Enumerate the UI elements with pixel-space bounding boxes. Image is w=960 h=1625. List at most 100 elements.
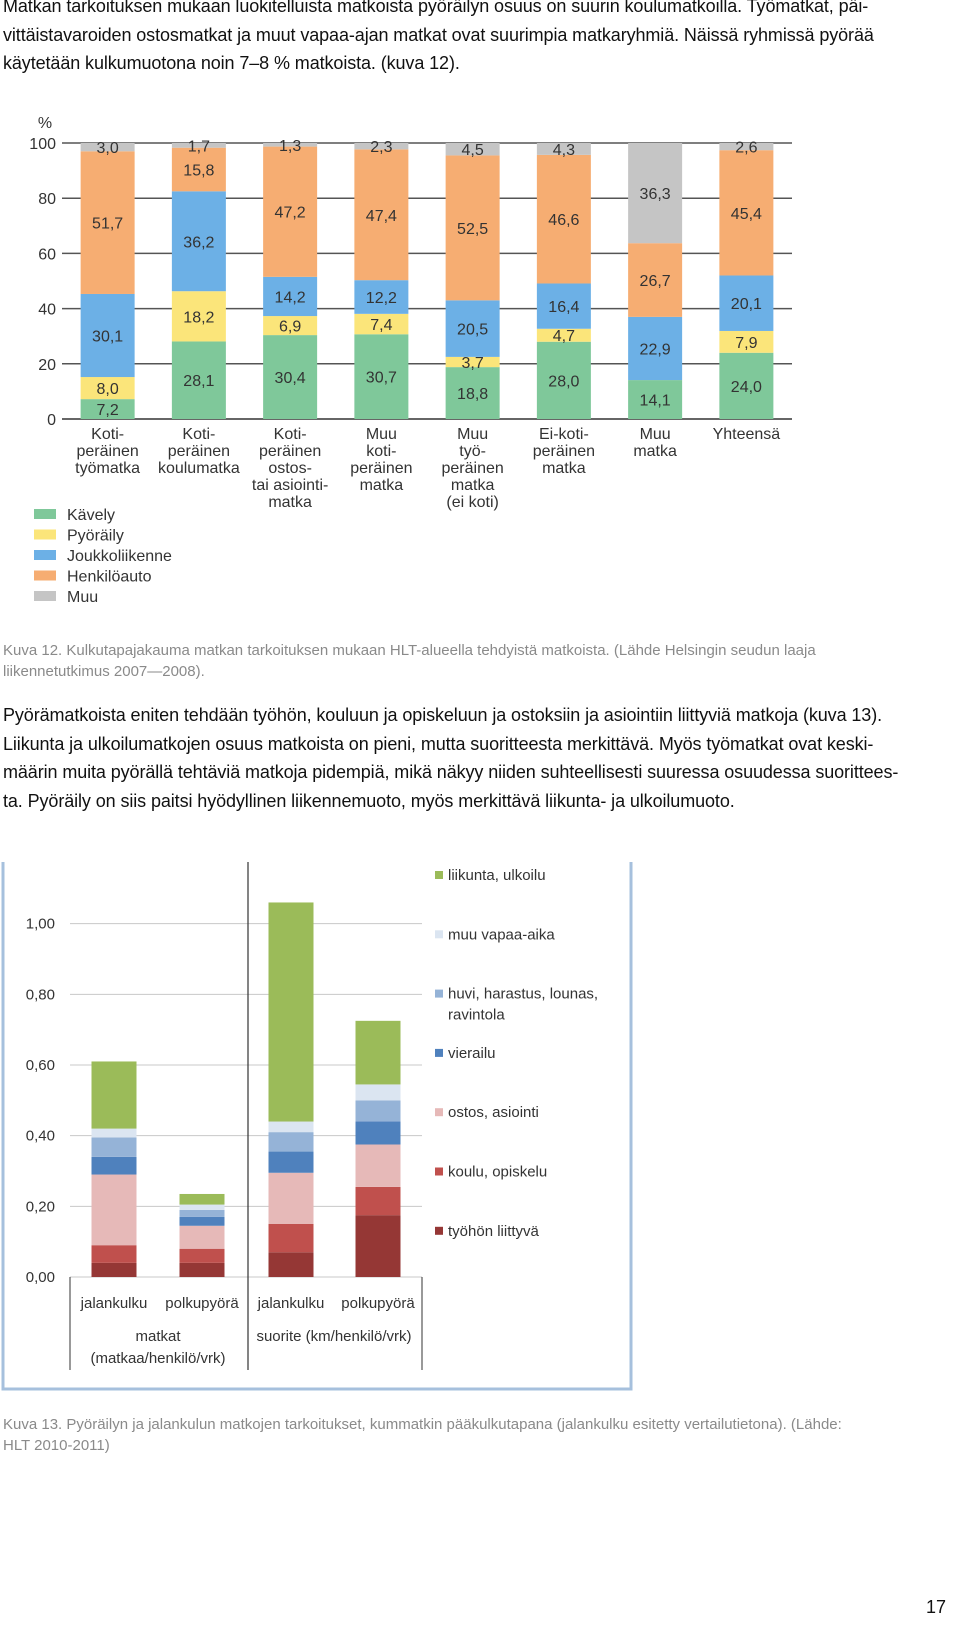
legend-swatch [435, 1108, 443, 1117]
x-category-label: Koti- [182, 426, 215, 443]
caption-line: Kuva 12. Kulkutapajakauma matkan tarkoit… [3, 642, 816, 659]
data-label: 4,7 [553, 328, 575, 345]
y-tick-label: 0 [47, 412, 56, 429]
x-category-label: tai asiointi- [252, 477, 328, 494]
bar-segment [445, 155, 500, 301]
data-label: 8,0 [97, 381, 119, 398]
bar-segment [263, 143, 318, 147]
legend-label: Henkilöauto [67, 569, 152, 586]
bar-segment [628, 243, 683, 317]
legend-label: huvi, harastus, lounas, [448, 986, 598, 1003]
body-line: Liikunta ja ulkoilumatkojen osuus matkoi… [3, 733, 874, 754]
bar-segment [268, 1151, 314, 1173]
data-label: 2,3 [370, 139, 392, 156]
legend-swatch [34, 529, 56, 540]
bar-segment [263, 276, 318, 317]
data-label: 30,1 [92, 329, 123, 346]
y-tick-label: 80 [38, 191, 56, 208]
bar-segment [268, 1132, 314, 1152]
data-label: 14,2 [275, 289, 306, 306]
legend-label: koulu, opiskelu [448, 1164, 547, 1181]
bar-segment [80, 399, 135, 419]
data-label: 26,7 [640, 273, 671, 290]
bar-segment [355, 1020, 401, 1085]
bar-segment [179, 1204, 225, 1210]
bar-segment [263, 146, 318, 277]
y-tick-label: 100 [29, 136, 56, 153]
bar-segment [268, 902, 314, 1122]
data-label: 12,2 [366, 290, 397, 307]
y-tick-label: 0,60 [26, 1057, 55, 1074]
bar-segment [263, 316, 318, 336]
intro-line: Matkan tarkoituksen mukaan luokitelluist… [3, 0, 869, 16]
x-category-label: matka [633, 443, 677, 460]
bar-segment [354, 143, 409, 150]
data-label: 20,5 [457, 322, 488, 339]
bar-segment [268, 1252, 314, 1277]
data-label: 3,7 [462, 355, 484, 372]
bar-segment [179, 1225, 225, 1249]
x-category-label: ostos- [268, 460, 312, 477]
data-label: 22,9 [640, 341, 671, 358]
data-label: 4,5 [462, 142, 484, 159]
data-label: 46,6 [548, 212, 579, 229]
legend-swatch [34, 591, 56, 601]
bar-segment [91, 1174, 137, 1246]
x-category-label: peräinen [76, 443, 138, 460]
legend-label: ravintola [448, 1007, 505, 1024]
bar-segment [536, 328, 591, 342]
bar-segment [80, 293, 135, 378]
data-label: 1,7 [188, 138, 210, 155]
bar-segment [179, 1193, 225, 1205]
bar-segment [719, 143, 774, 151]
bar-segment [80, 377, 135, 400]
legend-label: Muu [67, 589, 98, 606]
page-number: 17 [925, 1597, 946, 1617]
x-category-label: Yhteensä [713, 426, 781, 443]
bar-segment [91, 1262, 137, 1277]
bar-segment [354, 280, 409, 314]
bar-segment [355, 1084, 401, 1101]
data-label: 2,6 [735, 140, 757, 157]
data-label: 30,7 [366, 370, 397, 387]
body-line: ta. Pyöräily on siis paitsi hyödyllinen … [3, 790, 735, 811]
data-label: 1,3 [279, 138, 301, 155]
data-label: 24,0 [731, 379, 762, 396]
body-paragraph: Pyörämatkoista eniten tehdään työhön, ko… [3, 701, 948, 815]
data-label: 47,2 [275, 205, 306, 222]
x-category-label: jalankulku [257, 1295, 325, 1312]
bar-segment [719, 275, 774, 331]
x-category-label: polkupyörä [165, 1295, 239, 1312]
bar-segment [628, 316, 683, 381]
bar-segment [628, 143, 683, 244]
bar-segment [171, 341, 226, 419]
figure-12-caption: Kuva 12. Kulkutapajakauma matkan tarkoit… [3, 640, 948, 682]
caption-line: Kuva 13. Pyöräilyn ja jalankulun matkoje… [3, 1416, 842, 1433]
bar-segment [179, 1209, 225, 1217]
data-label: 30,4 [275, 370, 306, 387]
x-category-label: jalankulku [80, 1295, 148, 1312]
data-label: 28,0 [548, 373, 579, 390]
y-tick-label: 0,00 [26, 1269, 55, 1286]
caption-line: liikennetutkimus 2007—2008). [3, 663, 205, 680]
bar-segment [268, 1172, 314, 1224]
bar-segment [354, 313, 409, 335]
y-tick-label: 0,80 [26, 986, 55, 1003]
x-category-label: peräinen [441, 460, 503, 477]
x-category-label: (ei koti) [446, 494, 498, 511]
bar-segment [355, 1121, 401, 1145]
legend-swatch [435, 1167, 443, 1176]
legend-swatch [435, 989, 443, 998]
data-label: 4,3 [553, 142, 575, 159]
legend-swatch [435, 930, 443, 939]
bar-segment [91, 1245, 137, 1263]
y-axis-unit-label: % [38, 115, 52, 132]
legend-label: liikunta, ulkoilu [448, 867, 546, 884]
legend-swatch [34, 570, 56, 581]
legend-label: ostos, asiointi [448, 1104, 539, 1121]
legend-swatch [435, 871, 443, 879]
data-label: 6,9 [279, 319, 301, 336]
x-category-label: Koti- [91, 426, 124, 443]
data-label: 52,5 [457, 221, 488, 238]
trip-purpose-chart: 0,000,200,400,600,801,001,20jalankulkupo… [1, 862, 633, 1391]
